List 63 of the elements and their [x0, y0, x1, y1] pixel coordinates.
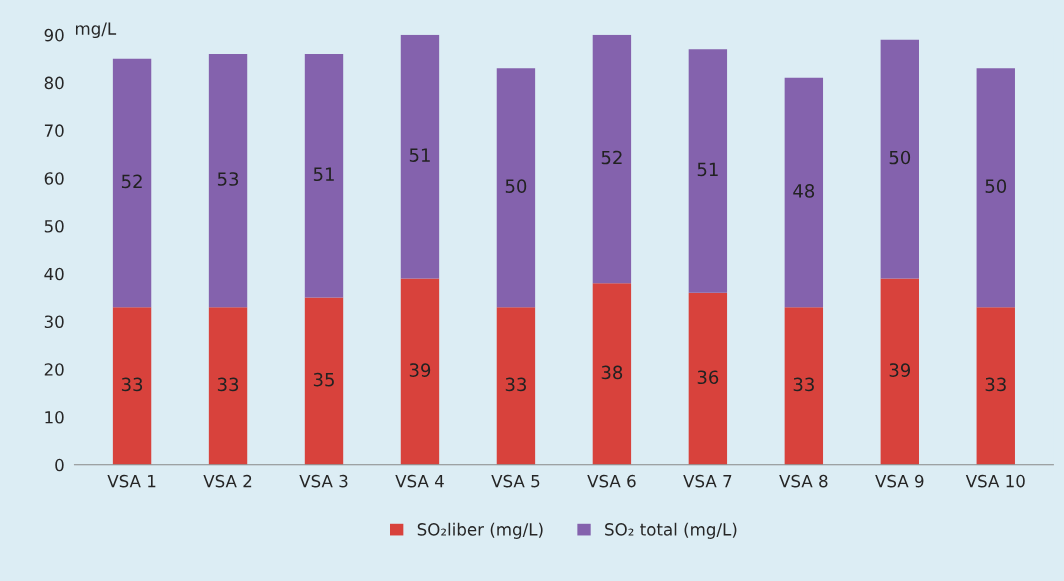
data-label: 38: [601, 365, 623, 380]
data-label: 50: [505, 179, 527, 193]
data-label: 48: [793, 184, 815, 198]
bar: [688, 292, 728, 465]
y-tick-label: 70: [44, 124, 64, 137]
bar: [400, 34, 440, 279]
bar: [592, 34, 632, 284]
data-label: 51: [409, 148, 430, 162]
x-tick-label: VSA 4: [395, 474, 444, 488]
y-axis-title: mg/L: [75, 22, 117, 39]
bar: [112, 307, 152, 465]
x-tick-label: VSA 1: [107, 474, 156, 488]
data-label: 36: [697, 370, 719, 385]
x-tick-label: VSA 3: [299, 474, 348, 488]
bar: [304, 53, 344, 298]
data-label: 52: [121, 174, 142, 189]
bar: [784, 307, 824, 465]
bar: [496, 68, 536, 308]
data-label: 51: [697, 162, 718, 177]
x-tick-label: VSA 9: [875, 474, 924, 488]
x-tick-label: VSA 10: [965, 474, 1025, 488]
data-label: 39: [889, 363, 911, 377]
data-label: 51: [313, 167, 334, 182]
data-label: 50: [889, 150, 911, 165]
x-tick-label: VSA 7: [683, 474, 732, 488]
y-tick-label: 20: [44, 363, 64, 376]
bar: [592, 283, 632, 465]
bar: [208, 53, 248, 308]
data-label: 39: [409, 363, 431, 377]
data-label: 33: [121, 377, 143, 392]
bar: [880, 39, 919, 279]
bar: [976, 68, 1015, 308]
bar: [208, 307, 248, 465]
y-tick-label: 90: [44, 28, 64, 42]
y-tick-label: 0: [55, 458, 64, 472]
data-label: 35: [313, 372, 334, 387]
x-tick-label: VSA 6: [587, 474, 636, 488]
y-tick-label: 40: [44, 267, 64, 281]
y-tick-label: 50: [44, 219, 64, 233]
x-tick-label: VSA 5: [491, 474, 540, 488]
y-tick-label: 10: [45, 410, 64, 424]
x-tick-label: VSA 8: [779, 474, 828, 488]
bar: [784, 77, 824, 308]
data-label: 33: [505, 377, 526, 392]
data-label: 33: [793, 377, 814, 392]
y-tick-label: 60: [44, 172, 64, 185]
legend-label: SO₂liber (mg/L): [417, 522, 543, 539]
data-label: 50: [985, 179, 1007, 193]
y-tick-label: 80: [44, 76, 64, 90]
bar: [304, 297, 344, 465]
bar: [880, 278, 919, 465]
data-label: 33: [985, 377, 1006, 392]
bar: [400, 278, 440, 465]
data-label: 52: [601, 150, 622, 165]
legend-label: SO₂ total (mg/L): [605, 522, 737, 539]
x-tick-label: VSA 2: [203, 474, 252, 488]
data-label: 33: [217, 377, 239, 392]
bar: [976, 307, 1015, 465]
bar: [112, 58, 152, 308]
bar: [688, 49, 728, 293]
bar: [496, 307, 536, 465]
y-tick-label: 30: [44, 315, 64, 329]
data-label: 53: [217, 172, 239, 186]
